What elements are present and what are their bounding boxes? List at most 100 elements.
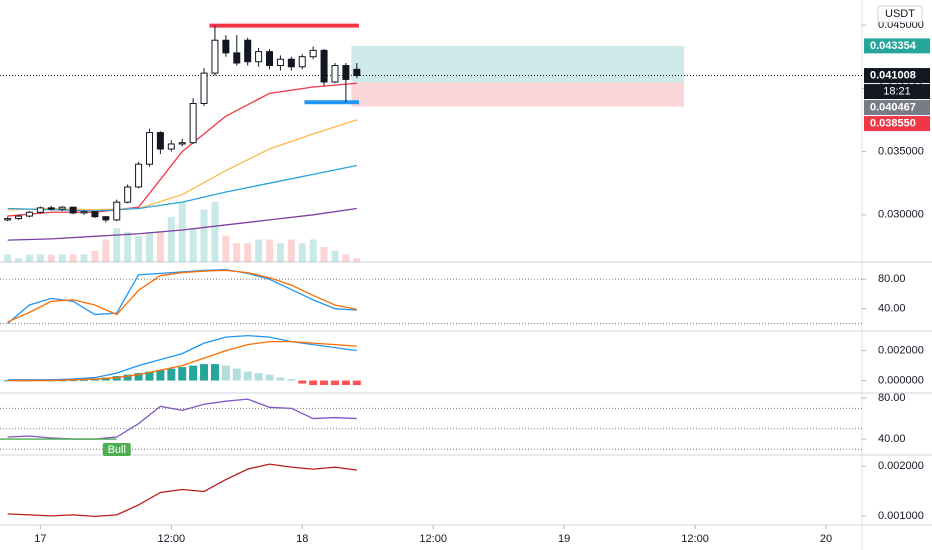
indicator-line (7, 398, 357, 440)
histogram-bar (101, 377, 110, 381)
volume-bar (58, 254, 66, 262)
histogram-bar (298, 380, 307, 384)
y-tick-label: 0.035000 (878, 145, 924, 157)
histogram-bar (167, 368, 176, 381)
y-tick-label: 80.00 (878, 392, 906, 404)
histogram-bar (330, 380, 339, 386)
histogram-bar (265, 374, 274, 381)
y-tick-label: 40.00 (878, 433, 906, 445)
candle-body (58, 206, 66, 210)
histogram-bar (352, 380, 361, 386)
candle-body (47, 207, 55, 210)
candle-body (135, 163, 143, 188)
volume-bar (211, 202, 219, 262)
histogram-bar (145, 371, 154, 381)
candle-body (353, 68, 361, 77)
candle-body (102, 216, 110, 221)
volume-bar (276, 243, 284, 262)
volume-bar (244, 243, 252, 262)
candle-body (25, 211, 33, 217)
candle-body (276, 58, 284, 67)
x-tick-label: 17 (34, 533, 46, 545)
candle-body (69, 206, 77, 214)
candle-body (156, 132, 164, 150)
candle-body (178, 142, 186, 145)
currency: USDT (885, 8, 915, 20)
candle-body (222, 39, 230, 54)
histogram-bar (90, 379, 99, 381)
indicator-line (7, 119, 357, 211)
candle-body (80, 211, 88, 214)
x-tick-label: 12:00 (681, 533, 709, 545)
target-zone (351, 45, 685, 83)
x-tick-label: 12:00 (419, 533, 447, 545)
histogram-bar (341, 380, 350, 386)
volume-bar (135, 235, 143, 262)
y-tick-label: 0.030000 (878, 209, 924, 221)
volume-bar (113, 228, 121, 262)
histogram-bar (189, 365, 198, 381)
candle-body (309, 49, 317, 58)
histogram-bar (276, 377, 285, 381)
countdown-tag (864, 84, 930, 100)
histogram-bar (200, 364, 209, 381)
volume-bar (353, 258, 361, 262)
volume-bar (156, 232, 164, 262)
volume-bar (15, 258, 23, 262)
price-tag (864, 38, 930, 54)
y-tick-label: 0.002000 (878, 345, 924, 357)
price-tag (864, 116, 930, 132)
indicator-line (7, 340, 357, 382)
y-tick-label: 80.00 (878, 273, 906, 285)
volume-bar (4, 254, 12, 262)
histogram-bar (69, 380, 78, 382)
volume-bar (124, 232, 132, 262)
volume-bar (298, 243, 306, 262)
price-tag (864, 100, 930, 116)
price-tag-label: 0.038550 (870, 117, 916, 129)
volume-bar (80, 254, 88, 262)
histogram-bar (243, 371, 252, 381)
candle-body (36, 207, 44, 213)
candle-body (255, 51, 263, 63)
divergence-label: Bull (108, 444, 126, 456)
histogram-bar (320, 380, 329, 386)
stop-zone (351, 82, 685, 107)
candle-body (91, 211, 99, 218)
x-tick-label: 12:00 (158, 533, 186, 545)
y-tick-label: 40.00 (878, 303, 906, 315)
candle-body (211, 39, 219, 74)
y-tick-label: 0.000000 (878, 374, 924, 386)
candle-body (124, 186, 132, 203)
candle-body (342, 65, 350, 80)
histogram-bar (221, 365, 230, 381)
candle-body (320, 49, 328, 83)
candle-body (145, 132, 153, 165)
volume-bar (233, 243, 241, 262)
volume-bar (91, 250, 99, 262)
volume-bar (145, 232, 153, 262)
candle-body (331, 65, 339, 83)
histogram-bar (123, 374, 132, 381)
candle-body (298, 56, 306, 68)
volume-bar (309, 239, 317, 262)
volume-bar (331, 250, 339, 262)
volume-bar (266, 239, 274, 262)
volume-bar (320, 247, 328, 262)
histogram-bar (112, 376, 121, 381)
volume-bar (69, 254, 77, 262)
x-tick-label: 19 (558, 533, 570, 545)
price-tag-label: 0.041008 (870, 69, 916, 81)
currency-box (877, 5, 923, 23)
y-tick-label: 0.002000 (878, 460, 924, 472)
volume-bar (25, 254, 33, 262)
volume-bar (200, 209, 208, 262)
indicator-line (7, 269, 357, 323)
volume-bar (342, 254, 350, 262)
volume-bar (287, 239, 295, 262)
divergence-tag (102, 443, 131, 457)
volume-bar (36, 254, 44, 262)
countdown: 18:21 (883, 85, 911, 97)
